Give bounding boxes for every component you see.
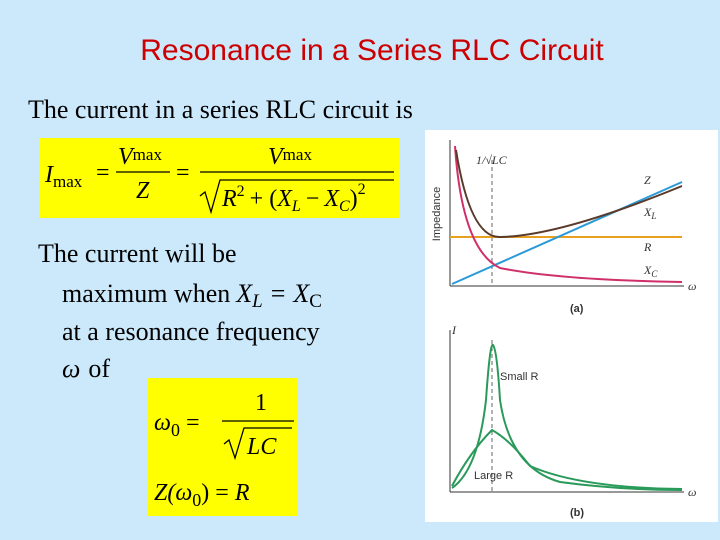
operator: )	[350, 186, 358, 212]
subscript: 0	[171, 420, 180, 440]
subscript: 0	[192, 490, 201, 510]
figure: Impedance 1/√LC Z XL R XC ω (a) I Small …	[425, 130, 718, 522]
text: of	[88, 354, 110, 383]
axis-label: ω	[688, 279, 696, 293]
body-line: ω of	[62, 354, 110, 383]
operator: =	[186, 410, 200, 436]
superscript: 2	[237, 183, 245, 200]
subscript: max	[53, 172, 83, 191]
subscript: L	[650, 211, 656, 221]
subscript: C	[309, 291, 322, 312]
subscript: L	[251, 291, 263, 312]
equals: =	[176, 160, 190, 186]
body-line: at a resonance frequency	[62, 317, 320, 346]
symbol: Z	[136, 178, 150, 204]
subscript: C	[339, 198, 350, 215]
subscript: max	[283, 145, 313, 164]
radical	[223, 427, 292, 461]
symbol: LC	[246, 434, 277, 460]
operator: + (	[250, 186, 278, 212]
eq-term: ω0 =	[154, 410, 200, 440]
annotation: 1/√LC	[476, 153, 508, 167]
symbol: X	[643, 263, 652, 277]
numerator: 1	[255, 390, 267, 416]
subscript: max	[133, 145, 163, 164]
radicand: R2 + (XL − XC)2	[221, 181, 366, 215]
symbol: ω	[154, 410, 171, 436]
z-curve	[455, 149, 683, 239]
xl-curve	[451, 181, 683, 285]
symbol: R	[221, 186, 237, 212]
symbol: X	[643, 205, 652, 219]
operator: =	[271, 279, 286, 308]
eq-term: Vmax	[268, 144, 312, 170]
curve-label: XL	[643, 205, 656, 221]
symbol: V	[118, 144, 135, 170]
eq-term: Vmax	[118, 144, 162, 170]
symbol: X	[276, 186, 293, 212]
intro: The current in a series RLC circuit is	[28, 95, 413, 124]
title: Resonance in a Series RLC Circuit	[140, 34, 604, 67]
operator: −	[306, 186, 320, 212]
equals: =	[96, 160, 110, 186]
highlight	[40, 138, 400, 218]
symbol: R	[234, 480, 250, 506]
symbol: ω	[62, 354, 80, 383]
symbol: I	[44, 162, 54, 188]
highlight	[148, 378, 298, 516]
subscript: L	[291, 198, 301, 215]
symbol: X	[235, 279, 253, 308]
equation-resonance: ω0 = 1 LC Z(ω0) = R	[148, 378, 298, 516]
eq-term: Z(ω0) = R	[154, 480, 250, 510]
xc-curve	[454, 145, 683, 283]
curve-label: Large R	[474, 470, 513, 482]
symbol: ω	[175, 480, 192, 506]
curve-label: Small R	[500, 371, 539, 383]
symbol: V	[268, 144, 285, 170]
small-r-curve	[451, 343, 683, 491]
axis-label: ω	[688, 485, 696, 499]
large-r-curve	[451, 428, 683, 490]
body-line: The current will be	[38, 239, 237, 268]
subscript: C	[651, 269, 658, 279]
radical	[199, 179, 394, 215]
equation-current: Imax = Vmax Z = Vmax R2 + (XL − XC)2	[40, 138, 400, 218]
panel-tag: (a)	[570, 303, 584, 315]
curve-label: XC	[643, 263, 658, 279]
curve-label: R	[643, 240, 652, 254]
body-line: maximum when XL = XC	[62, 279, 322, 312]
panel-tag: (b)	[570, 507, 584, 519]
symbol: Z(	[154, 480, 177, 506]
eq-term: Imax	[44, 162, 83, 191]
superscript: 2	[358, 181, 366, 198]
symbol: X	[292, 279, 310, 308]
curve-label: Z	[644, 173, 651, 187]
axis-label: I	[451, 323, 457, 337]
axis-label: Impedance	[431, 187, 443, 241]
operator: =	[215, 480, 229, 506]
text: maximum when	[62, 279, 230, 308]
symbol: X	[323, 186, 340, 212]
operator: )	[201, 480, 209, 506]
